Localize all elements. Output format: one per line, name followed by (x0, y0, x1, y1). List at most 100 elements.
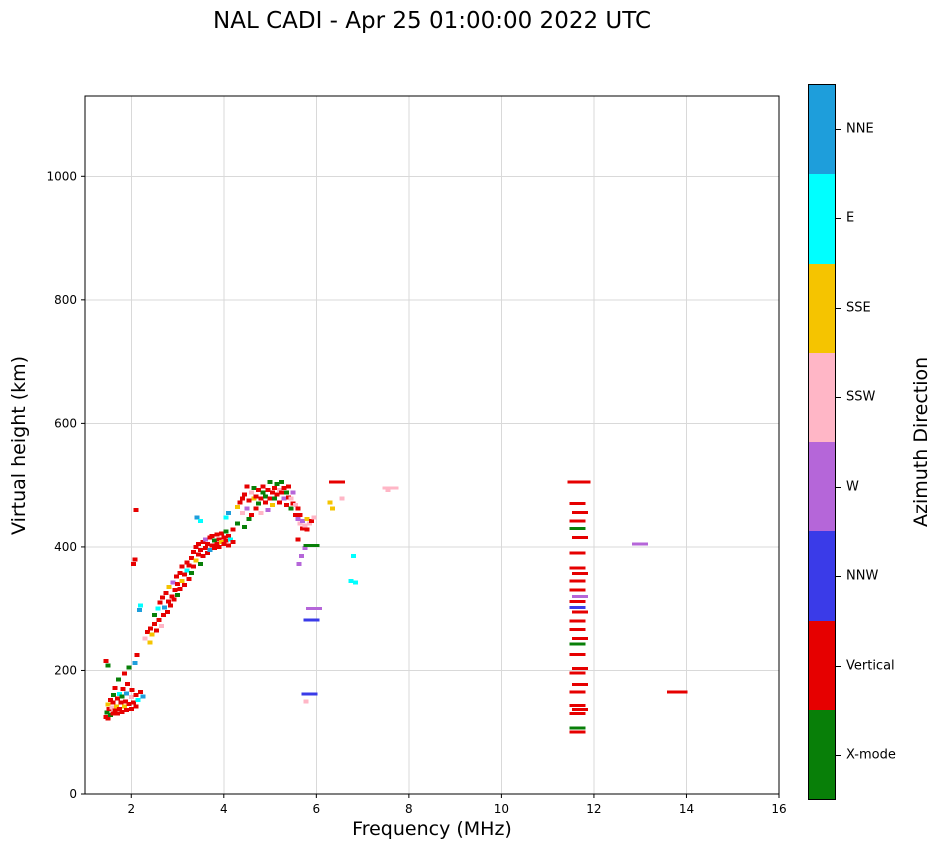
x-tick-label: 12 (586, 802, 601, 816)
data-point (186, 577, 192, 582)
data-point (569, 519, 586, 523)
data-point (569, 726, 586, 730)
data-point (569, 588, 586, 592)
data-point (121, 671, 127, 676)
data-point (212, 546, 218, 551)
data-point (269, 490, 275, 495)
data-point (175, 581, 181, 586)
data-point (239, 496, 245, 501)
data-point (569, 642, 586, 646)
data-point (205, 541, 211, 546)
data-point (572, 594, 589, 598)
data-point (295, 517, 301, 522)
data-point (301, 692, 318, 696)
colorbar-tick (836, 665, 841, 667)
data-point (225, 510, 231, 515)
data-point (246, 517, 252, 522)
data-point (209, 533, 215, 538)
y-tick-label: 800 (54, 293, 77, 307)
data-point (260, 484, 266, 489)
data-point (188, 556, 194, 561)
colorbar-tick (836, 755, 841, 757)
data-point (632, 542, 649, 546)
data-point (133, 693, 139, 698)
data-point (327, 500, 333, 505)
data-point (158, 623, 164, 628)
data-point (177, 586, 183, 591)
colorbar-label-w: W (846, 479, 859, 495)
data-point (119, 709, 125, 714)
data-point (120, 686, 126, 691)
data-point (174, 574, 180, 579)
data-point (151, 612, 157, 617)
data-point (194, 515, 200, 520)
data-point (258, 496, 264, 501)
data-point (148, 626, 154, 631)
colorbar-label-vertical: Vertical (846, 658, 895, 674)
data-point (114, 711, 120, 716)
data-point (258, 510, 264, 515)
data-point (117, 706, 123, 711)
data-point (138, 603, 144, 608)
data-point (309, 518, 315, 523)
data-point (131, 700, 137, 705)
data-point (572, 510, 589, 514)
data-point (200, 554, 206, 559)
data-point (202, 546, 208, 551)
colorbar-label-nne: NNE (846, 121, 874, 137)
data-point (569, 619, 586, 623)
data-point (299, 526, 305, 531)
data-point (221, 535, 227, 540)
data-point (163, 591, 169, 596)
data-point (382, 486, 399, 490)
data-point (274, 492, 280, 497)
data-point (304, 527, 310, 532)
data-point (161, 612, 167, 617)
data-point (244, 484, 250, 489)
data-point (137, 607, 143, 612)
data-point (198, 518, 204, 523)
data-point (216, 537, 222, 542)
data-point (242, 492, 248, 497)
data-point (144, 630, 150, 635)
x-tick-label: 6 (313, 802, 321, 816)
data-point (296, 562, 302, 567)
data-point (110, 711, 116, 716)
data-point (265, 507, 271, 512)
data-point (205, 551, 211, 556)
data-point (246, 498, 252, 503)
data-point (283, 490, 289, 495)
data-point (262, 494, 268, 499)
data-point (118, 700, 124, 705)
data-point (109, 705, 115, 710)
data-point (385, 488, 391, 493)
data-point (288, 506, 294, 511)
colorbar-segment-nne (809, 85, 835, 175)
data-point (126, 701, 132, 706)
data-point (288, 496, 294, 501)
data-point (107, 698, 113, 703)
data-point (293, 512, 299, 517)
data-point (572, 571, 589, 575)
data-point (569, 704, 586, 708)
data-point (169, 594, 175, 599)
data-point (330, 506, 336, 511)
data-point (569, 712, 586, 716)
x-axis-label: Frequency (MHz) (352, 818, 512, 840)
data-point (281, 496, 287, 501)
data-point (671, 690, 688, 694)
data-point (329, 480, 346, 484)
data-point (105, 716, 111, 721)
data-point (132, 557, 138, 562)
data-point (572, 610, 589, 614)
data-point (235, 504, 241, 509)
data-point (303, 699, 309, 704)
data-point (142, 636, 148, 641)
data-point (110, 700, 116, 705)
data-point (221, 541, 227, 546)
data-point (353, 580, 359, 585)
data-point (198, 562, 204, 567)
data-point (281, 486, 287, 491)
data-point (105, 663, 111, 668)
data-point (239, 510, 245, 515)
